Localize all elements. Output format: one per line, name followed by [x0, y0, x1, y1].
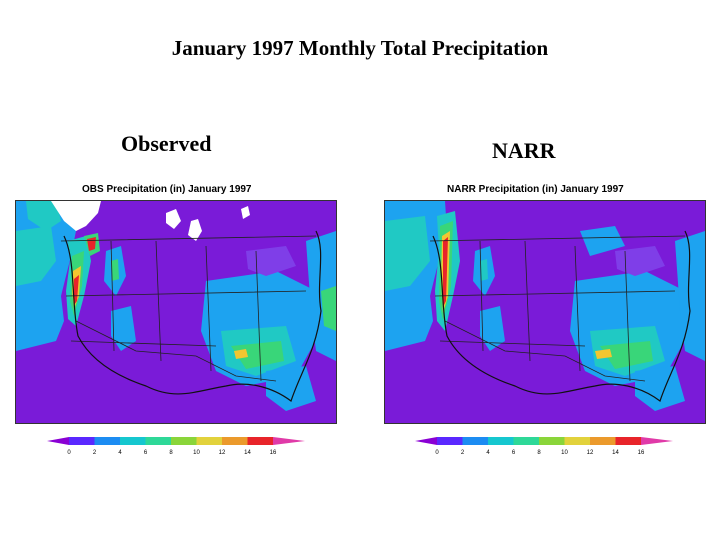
great-lakes-region — [246, 246, 296, 276]
colorbar-high-arrow — [641, 437, 673, 445]
colorbar-tick: 14 — [244, 450, 251, 456]
colorbar-bin-12-14 — [222, 437, 248, 445]
colorbar-tick: 2 — [461, 450, 465, 456]
southeast-heavy — [234, 349, 248, 359]
colorbar-bin-0-2 — [437, 437, 463, 445]
observed-precip-map — [15, 200, 337, 424]
pacific-wet-region-north — [26, 201, 61, 231]
observed-map-title: OBS Precipitation (in) January 1997 — [82, 184, 252, 195]
narr-colorbar: 0 2 4 6 8 10 12 14 16 — [415, 437, 675, 465]
great-lakes-region — [615, 246, 665, 276]
colorbar-bin-14-16 — [247, 437, 273, 445]
colorbar-tick: 10 — [193, 450, 200, 456]
colorbar-bin-6-8 — [145, 437, 171, 445]
missing-data-canada-3 — [241, 206, 250, 219]
colorbar-bin-14-16 — [615, 437, 641, 445]
narr-panel-label: NARR — [492, 138, 556, 163]
colorbar-tick: 16 — [270, 450, 277, 456]
observed-map-graphic — [16, 201, 336, 423]
southeast-very-wet — [231, 341, 284, 369]
colorbar-tick: 6 — [144, 450, 148, 456]
page-title: January 1997 Monthly Total Precipitation — [171, 36, 549, 60]
observed-colorbar-graphic: 0 2 4 6 8 10 12 14 16 — [47, 437, 305, 456]
coastline — [63, 230, 322, 402]
colorbar-bin-4-6 — [120, 437, 146, 445]
colorbar-bin-2-4 — [462, 437, 488, 445]
southeast-very-wet — [600, 341, 653, 369]
coastline — [432, 230, 691, 402]
narr-precip-map — [384, 200, 706, 424]
colorbar-tick: 2 — [93, 450, 97, 456]
narr-map-graphic — [385, 201, 705, 423]
narr-map-title: NARR Precipitation (in) January 1997 — [447, 184, 624, 195]
sierra-moist — [111, 306, 136, 351]
colorbar-low-arrow — [415, 437, 437, 445]
colorbar-tick: 10 — [561, 450, 568, 456]
atlantic-very-wet — [321, 286, 336, 331]
colorbar-bin-2-4 — [94, 437, 120, 445]
missing-data-canada-1 — [166, 209, 181, 229]
colorbar-tick: 0 — [67, 450, 71, 456]
rockies-wet — [111, 259, 119, 281]
colorbar-tick: 8 — [169, 450, 173, 456]
state-boundaries — [60, 235, 317, 382]
narr-colorbar-graphic: 0 2 4 6 8 10 12 14 16 — [415, 437, 673, 456]
colorbar-bin-0-2 — [69, 437, 95, 445]
pacific-wet-region — [385, 216, 430, 291]
colorbar-tick: 16 — [638, 450, 645, 456]
colorbar-tick: 6 — [512, 450, 516, 456]
colorbar-tick: 12 — [587, 450, 594, 456]
observed-panel-label: Observed — [121, 131, 212, 156]
colorbar-bin-4-6 — [488, 437, 514, 445]
colorbar-bin-12-14 — [590, 437, 616, 445]
colorbar-tick: 12 — [219, 450, 226, 456]
colorbar-tick: 14 — [612, 450, 619, 456]
missing-data-northwest — [51, 201, 101, 231]
colorbar-bin-10-12 — [564, 437, 590, 445]
quebec-moist — [580, 226, 625, 256]
missing-data-canada-2 — [188, 219, 202, 241]
colorbar-bin-8-10 — [539, 437, 565, 445]
colorbar-high-arrow — [273, 437, 305, 445]
colorbar-bin-6-8 — [513, 437, 539, 445]
colorbar-tick: 8 — [537, 450, 541, 456]
rockies-wet — [480, 259, 488, 281]
observed-colorbar: 0 2 4 6 8 10 12 14 16 — [47, 437, 307, 465]
pacific-wet-region — [16, 226, 56, 286]
atlantic-moist — [306, 231, 336, 361]
west-coast-extreme-band — [443, 237, 448, 307]
sierra-moist — [480, 306, 505, 351]
colorbar-bin-10-12 — [196, 437, 222, 445]
gulf-moist — [266, 366, 316, 411]
state-boundaries — [429, 235, 686, 382]
colorbar-low-arrow — [47, 437, 69, 445]
gulf-moist — [635, 366, 685, 411]
colorbar-tick: 0 — [435, 450, 439, 456]
colorbar-bin-8-10 — [171, 437, 197, 445]
atlantic-moist — [675, 231, 705, 361]
colorbar-tick: 4 — [486, 450, 490, 456]
colorbar-tick: 4 — [118, 450, 122, 456]
west-coast-extreme-band — [74, 275, 79, 305]
southeast-heavy — [595, 349, 612, 359]
